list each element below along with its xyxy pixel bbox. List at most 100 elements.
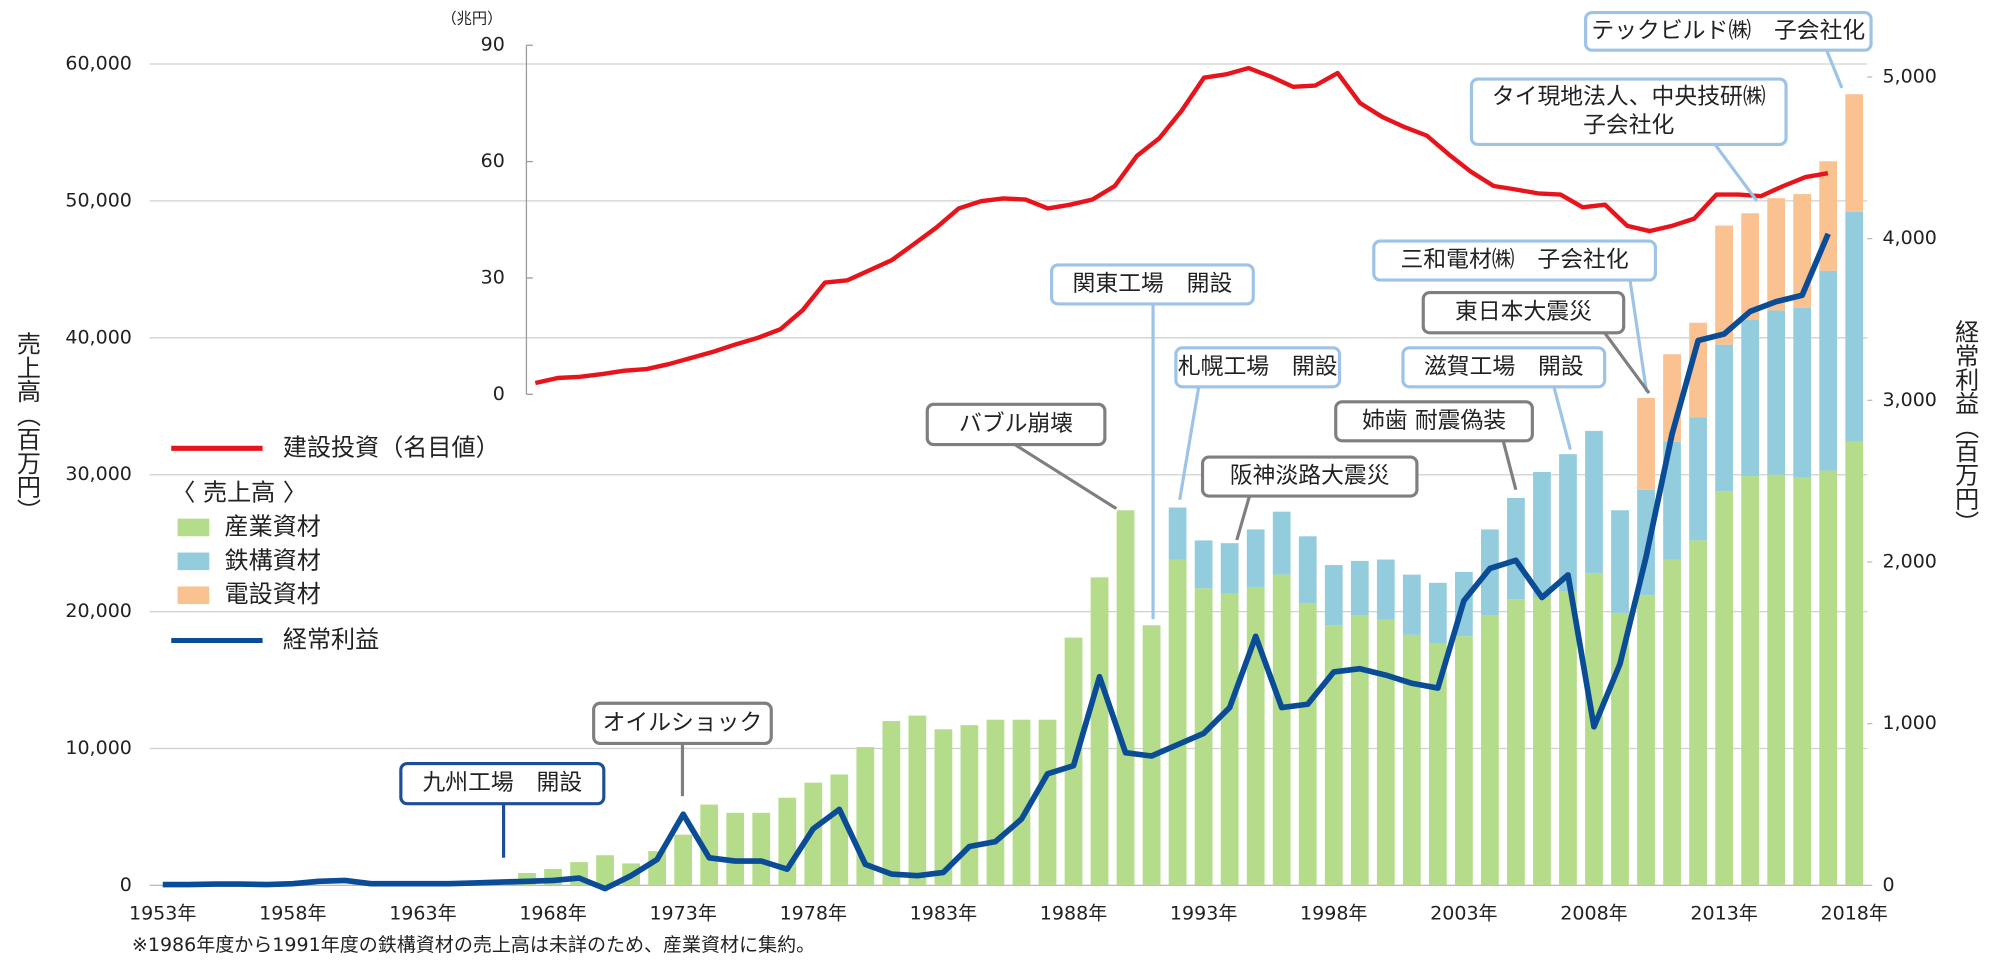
annotation-box bbox=[925, 402, 1107, 447]
bar-segment bbox=[1819, 270, 1838, 471]
legend-label: 電設資材 bbox=[225, 580, 321, 608]
bar-segment bbox=[934, 729, 953, 886]
legend-label: 建設投資（名目値） bbox=[283, 433, 500, 461]
annotation-text: 滋賀工場 開設 bbox=[1424, 354, 1584, 380]
bar-segment bbox=[1038, 719, 1057, 886]
bar-segment bbox=[726, 812, 745, 886]
annotation-text: 札幌工場 開設 bbox=[1178, 354, 1338, 380]
annotation-box bbox=[1200, 455, 1419, 498]
bar-segment bbox=[1793, 477, 1812, 886]
y2-tick-label: 3,000 bbox=[1882, 389, 1936, 411]
annotation-text: 関東工場 開設 bbox=[1073, 271, 1233, 297]
series-line bbox=[162, 232, 1831, 892]
bar-segment bbox=[1454, 636, 1473, 886]
bar-segment bbox=[1298, 603, 1317, 886]
bar-segment bbox=[1428, 643, 1447, 886]
bar-segment bbox=[1376, 559, 1395, 620]
annotation-text: 九州工場 開設 bbox=[422, 770, 582, 796]
bar-segment bbox=[1194, 540, 1213, 589]
bar-segment bbox=[1741, 213, 1760, 321]
bar-segment bbox=[1220, 543, 1239, 594]
bar-segment bbox=[1168, 507, 1187, 560]
bar-segment bbox=[1663, 441, 1681, 560]
bar-segment bbox=[596, 855, 614, 886]
annotation-leader bbox=[1713, 143, 1759, 202]
annotation-text: 子会社化 bbox=[1583, 113, 1674, 139]
bar-segment bbox=[1272, 574, 1291, 886]
bar-segment bbox=[1845, 441, 1864, 886]
bar-segment bbox=[1741, 476, 1760, 886]
bar-segment bbox=[1272, 511, 1291, 575]
annotation-box bbox=[1584, 10, 1873, 52]
annotation-text: 三和電材㈱ 子会社化 bbox=[1400, 247, 1628, 273]
inset-tick-label: 30 bbox=[481, 267, 505, 289]
x-tick-label: 2008年 bbox=[1560, 903, 1627, 925]
bar-segment bbox=[1741, 320, 1760, 477]
bar-segment bbox=[804, 782, 823, 886]
bar-segment bbox=[1793, 307, 1812, 478]
bar-segment bbox=[1090, 577, 1109, 886]
bar-segment bbox=[1324, 625, 1343, 886]
x-tick-label: 1988年 bbox=[1040, 903, 1107, 925]
y2-tick-label: 0 bbox=[1882, 874, 1894, 896]
y-tick-label: 30,000 bbox=[65, 463, 132, 485]
bar-segment bbox=[1533, 597, 1551, 886]
legend-swatch bbox=[177, 518, 210, 537]
bar-segment bbox=[1559, 591, 1577, 886]
bar-segment bbox=[700, 804, 719, 886]
bar-segment bbox=[1507, 497, 1525, 600]
bar-segment bbox=[830, 774, 849, 886]
bar-segment bbox=[674, 834, 693, 886]
series-line bbox=[534, 65, 1829, 386]
x-tick-label: 2018年 bbox=[1821, 903, 1888, 925]
y-tick-label: 0 bbox=[120, 874, 132, 896]
y2-tick-label: 2,000 bbox=[1882, 551, 1936, 573]
bar-segment bbox=[882, 721, 901, 886]
bar-segment bbox=[1637, 595, 1655, 886]
bar-segment bbox=[1533, 471, 1551, 598]
legend-label: 産業資材 bbox=[225, 513, 321, 541]
bar-segment bbox=[1767, 198, 1786, 311]
bar-segment bbox=[1689, 417, 1707, 541]
annotation-text: 姉歯 耐震偽装 bbox=[1362, 408, 1506, 434]
bar-segment bbox=[986, 719, 1005, 886]
legend-swatch bbox=[177, 552, 210, 571]
bar-segment bbox=[1689, 540, 1707, 886]
legend-label: 鉄構資材 bbox=[225, 546, 321, 574]
bar-segment bbox=[1507, 599, 1525, 886]
y-tick-label: 60,000 bbox=[65, 53, 132, 75]
annotation-text: オイルショック bbox=[603, 710, 763, 736]
annotation-box bbox=[1334, 400, 1534, 443]
x-tick-label: 1968年 bbox=[519, 903, 586, 925]
legend-header: 〈 売上高 〉 bbox=[171, 479, 307, 507]
bar-segment bbox=[1611, 510, 1629, 613]
bar-segment bbox=[1402, 634, 1421, 886]
x-tick-label: 1953年 bbox=[129, 903, 196, 925]
x-tick-label: 1958年 bbox=[259, 903, 326, 925]
bar-segment bbox=[1767, 310, 1786, 475]
annotation-leader bbox=[1603, 331, 1651, 394]
bar-segment bbox=[1246, 586, 1265, 886]
annotation-text: バブル崩壊 bbox=[959, 411, 1073, 437]
bar-segment bbox=[1220, 593, 1239, 886]
x-tick-label: 1998年 bbox=[1300, 903, 1367, 925]
annotation-box bbox=[1372, 239, 1657, 282]
bar-segment bbox=[960, 725, 979, 886]
bar-segment bbox=[1715, 491, 1733, 886]
inset-tick-label: 90 bbox=[481, 34, 505, 56]
y2-tick-label: 1,000 bbox=[1882, 712, 1936, 734]
bar-segment bbox=[1559, 454, 1577, 592]
inset-unit: （兆円） bbox=[441, 9, 502, 27]
bar-segment bbox=[1194, 588, 1213, 886]
bar-segment bbox=[752, 812, 771, 886]
legend-label: 経常利益 bbox=[283, 626, 379, 654]
annotation-box bbox=[1174, 346, 1342, 389]
annotation-leader bbox=[1178, 386, 1201, 501]
annotation-box bbox=[1469, 77, 1788, 146]
bar-segment bbox=[1637, 398, 1655, 490]
bar-segment bbox=[778, 797, 797, 886]
bar-segment bbox=[1767, 474, 1786, 886]
annotation-box bbox=[399, 761, 606, 806]
